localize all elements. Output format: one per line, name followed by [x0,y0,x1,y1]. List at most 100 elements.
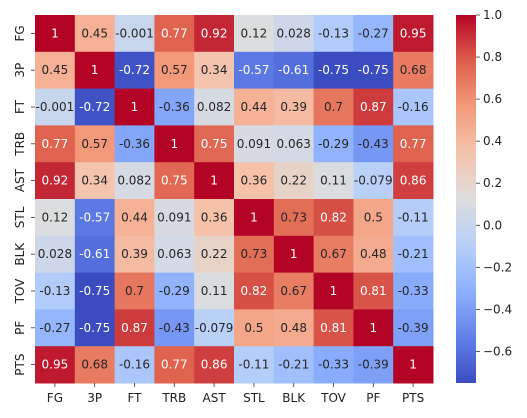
cell-value-label: 0.063 [157,247,191,261]
heatmap-cell [35,88,76,126]
heatmap-cell [114,15,155,53]
x-axis: FG 3P FT TRB AST STL BLK TOV PF PTS [47,383,424,405]
cell-value-label: 0.45 [81,26,108,40]
cell-value-label: 1 [250,210,258,224]
cell-value-label: -0.21 [398,247,429,261]
heatmap-cell [313,346,354,384]
heatmap-cell [313,235,354,274]
cell-value-label: 0.92 [201,26,228,40]
heatmap-cell [234,272,275,310]
cell-value-label: -0.16 [398,100,429,114]
cell-value-label: -0.29 [159,284,190,298]
cell-value-label: 0.75 [161,174,188,188]
heatmap-cell [353,125,394,163]
cell-value-label: 0.68 [81,358,108,372]
cell-value-label: 0.5 [364,210,383,224]
cell-value-label: -0.75 [79,321,110,335]
heatmap-cell [393,309,434,347]
heatmap-cell [194,125,235,163]
cell-value-label: 0.12 [241,26,268,40]
cell-value-label: 0.81 [360,284,387,298]
cell-value-label: 0.86 [201,358,228,372]
heatmap-cell [35,346,76,384]
cell-value-label: -0.27 [358,26,389,40]
heatmap-cell [114,346,155,384]
cell-value-label: -0.57 [79,210,110,224]
cell-value-label: -0.61 [79,247,110,261]
cell-value-label: -0.75 [358,63,389,77]
cell-value-label: -0.72 [79,100,110,114]
cell-value-label: 1 [131,100,139,114]
cell-value-label: 0.7 [324,100,343,114]
colorbar-tick-label: 0.8 [483,50,502,64]
x-tick-label: STL [243,391,265,405]
heatmap-cell [353,51,394,90]
cell-value-label: 1 [409,358,417,372]
heatmap-cell [313,15,354,53]
y-tick-label: 3P [13,63,27,78]
heatmap-cell [35,199,76,237]
colorbar-tick-label: −0.2 [483,260,512,274]
heatmap-cell [114,199,155,237]
heatmap-cell [234,162,275,200]
cell-value-label: -0.079 [354,174,393,188]
heatmap-cell [114,272,155,310]
cell-value-label: -0.13 [39,284,70,298]
cell-value-label: 0.7 [125,284,144,298]
cell-value-label: 0.22 [201,247,228,261]
colorbar-tick-label: −0.6 [483,344,512,358]
cell-value-label: 0.95 [400,26,427,40]
cell-value-label: -0.29 [318,137,349,151]
heatmap-cell [114,88,155,126]
heatmap-cell [154,272,195,310]
cell-value-label: -0.43 [358,137,389,151]
cell-value-label: -0.75 [318,63,349,77]
cell-value-label: -0.001 [36,100,75,114]
heatmap-cell [393,88,434,126]
heatmap-cell [234,88,275,126]
colorbar-tick-label: 0.4 [483,134,502,148]
heatmap-cell [353,162,394,200]
colorbar: −0.6 −0.4 −0.2 0.0 0.2 0.4 0.6 0.8 1.0 [456,8,512,383]
cell-value-label: -0.72 [119,63,150,77]
cell-value-label: 0.36 [241,174,268,188]
heatmap-cell [353,309,394,347]
heatmap-cell [273,51,315,90]
cell-value-label: 0.028 [277,26,311,40]
heatmap-cell [35,51,76,90]
cell-value-label: 0.48 [360,247,387,261]
heatmap-cell [74,235,116,274]
cell-value-label: 0.36 [201,210,228,224]
cell-value-label: 0.34 [201,63,228,77]
cell-value-label: 0.77 [161,358,188,372]
heatmap-cell [114,235,155,274]
heatmap-cell [194,88,235,126]
cell-value-label: 0.22 [280,174,307,188]
cell-value-label: 0.091 [237,137,271,151]
heatmap-cell [393,51,434,90]
heatmap-cell [234,51,275,90]
y-tick-label: PF [13,321,27,335]
cell-value-label: 0.77 [161,26,188,40]
heatmap-cell [35,272,76,310]
cell-value-label: 0.81 [320,321,347,335]
cell-value-label: -0.11 [238,358,269,372]
heatmap-cell [74,162,116,200]
cell-value-label: 0.77 [42,137,69,151]
y-tick-label: BLK [13,242,27,266]
heatmap-cell [273,125,315,163]
heatmap-cell [353,88,394,126]
heatmap-cell [313,88,354,126]
heatmap-cell [234,309,275,347]
cell-value-label: -0.39 [358,358,389,372]
heatmap-cell [74,199,116,237]
cell-value-label: 0.82 [320,210,347,224]
heatmap-cell [154,125,195,163]
colorbar-tick-label: 1.0 [483,8,502,22]
heatmap-cell [154,235,195,274]
heatmap-cells: 1 0.45 -0.001 0.77 0.92 0.12 0.028 -0.13 -0.27 0.… [35,15,434,384]
heatmap-cell [313,272,354,310]
y-tick-label: FG [13,25,27,41]
cell-value-label: 0.92 [42,174,69,188]
